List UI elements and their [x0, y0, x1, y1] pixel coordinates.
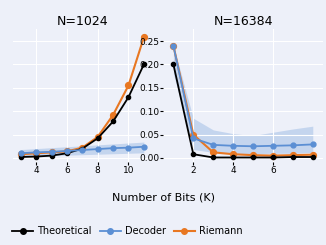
Text: Number of Bits (K): Number of Bits (K): [111, 192, 215, 202]
Legend: Theoretical, Decoder, Riemann: Theoretical, Decoder, Riemann: [8, 222, 246, 240]
Title: N=1024: N=1024: [56, 15, 108, 28]
Title: N=16384: N=16384: [213, 15, 273, 28]
